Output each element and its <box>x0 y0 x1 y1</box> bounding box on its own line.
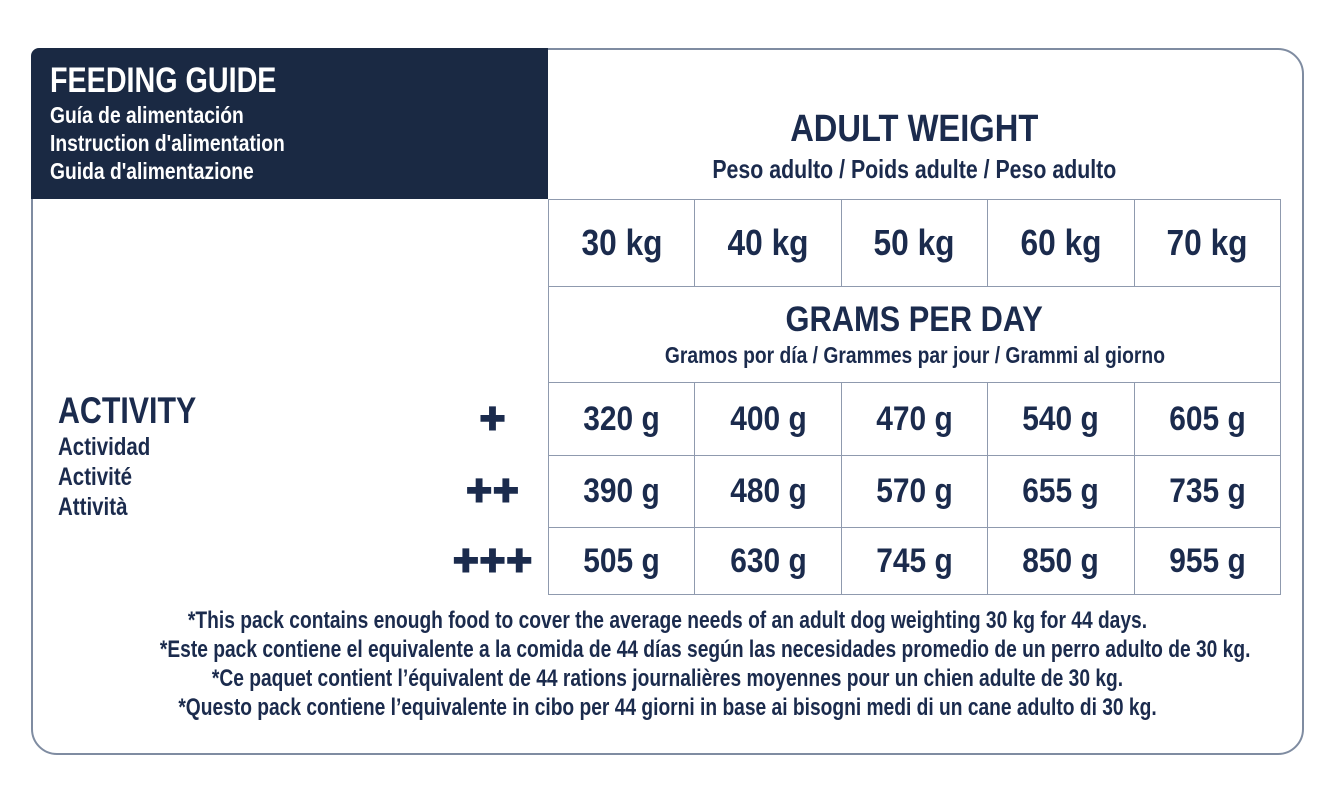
feeding-table: 30 kg 40 kg 50 kg 60 kg 70 kg GRAMS PER … <box>548 199 1281 595</box>
feeding-guide-card: FEEDING GUIDE Guía de alimentación Instr… <box>31 48 1304 755</box>
value: 850 g <box>1022 541 1100 580</box>
feeding-guide-subtitle-fr: Instruction d'alimentation <box>50 130 285 156</box>
grams-value-cell: 505 g <box>549 528 694 594</box>
activity-level-low: + <box>479 393 507 444</box>
value: 400 g <box>729 399 807 438</box>
value: 735 g <box>1169 472 1246 510</box>
grams-value-cell: 470 g <box>840 383 987 455</box>
value: 630 g <box>729 541 807 580</box>
adult-weight-header: ADULT WEIGHT Peso adulto / Poids adulte … <box>548 50 1281 199</box>
activity-header: ACTIVITY Actividad Activité Attività <box>58 390 227 522</box>
weight-header-cell: 30 kg <box>549 200 694 286</box>
feeding-guide-subtitle-es: Guía de alimentación <box>50 102 244 128</box>
weight-header-cell: 70 kg <box>1133 200 1280 286</box>
activity-subtitle-it: Attività <box>58 493 128 521</box>
value: 390 g <box>583 472 660 510</box>
footnote-fr: *Ce paquet contient l’équivalent de 44 r… <box>211 665 1124 692</box>
weight-50kg: 50 kg <box>874 222 956 263</box>
grams-value-cell: 480 g <box>694 456 840 527</box>
value: 745 g <box>876 541 953 580</box>
feeding-guide-title: FEEDING GUIDE <box>50 61 277 100</box>
weight-header-row: 30 kg 40 kg 50 kg 60 kg 70 kg <box>548 199 1281 286</box>
activity-subtitle-es: Actividad <box>58 433 151 461</box>
grams-value-cell: 400 g <box>694 383 840 455</box>
value: 605 g <box>1169 399 1246 438</box>
value: 955 g <box>1169 541 1246 580</box>
weight-header-cell: 60 kg <box>987 200 1133 286</box>
value: 540 g <box>1022 399 1100 438</box>
grams-value-cell: 570 g <box>840 456 987 527</box>
grams-per-day-header: GRAMS PER DAY Gramos por día / Grammes p… <box>548 286 1281 382</box>
activity-level-medium: ++ <box>465 465 520 516</box>
table-row-activity-1: 320 g 400 g 470 g 540 g 605 g <box>548 382 1281 455</box>
grams-value-cell: 540 g <box>987 383 1133 455</box>
activity-level-high: +++ <box>452 535 534 586</box>
activity-title: ACTIVITY <box>58 390 197 431</box>
grams-value-cell: 850 g <box>987 528 1133 594</box>
footnotes: *This pack contains enough food to cover… <box>159 606 1251 722</box>
grams-value-cell: 630 g <box>694 528 840 594</box>
weight-header-cell: 40 kg <box>694 200 840 286</box>
grams-value-cell: 390 g <box>549 456 694 527</box>
grams-value-cell: 320 g <box>549 383 694 455</box>
adult-weight-title: ADULT WEIGHT <box>790 108 1039 150</box>
value: 470 g <box>876 399 953 438</box>
value: 480 g <box>729 472 807 510</box>
grams-per-day-subtitle: Gramos por día / Grammes par jour / Gram… <box>664 342 1165 368</box>
value: 655 g <box>1022 472 1100 510</box>
feeding-guide-header: FEEDING GUIDE Guía de alimentación Instr… <box>31 48 548 199</box>
activity-levels: + ++ +++ <box>418 382 568 595</box>
value: 320 g <box>583 399 660 438</box>
table-row-activity-3: 505 g 630 g 745 g 850 g 955 g <box>548 527 1281 595</box>
grams-value-cell: 605 g <box>1133 383 1280 455</box>
value: 570 g <box>876 472 953 510</box>
grams-per-day-title: GRAMS PER DAY <box>785 300 1044 339</box>
footnote-it: *Questo pack contiene l’equivalente in c… <box>178 694 1157 721</box>
feeding-guide-subtitle-it: Guida d'alimentazione <box>50 158 254 184</box>
grams-value-cell: 655 g <box>987 456 1133 527</box>
weight-70kg: 70 kg <box>1166 222 1248 263</box>
weight-30kg: 30 kg <box>581 222 663 263</box>
grams-value-cell: 955 g <box>1133 528 1280 594</box>
weight-40kg: 40 kg <box>727 222 809 263</box>
grams-value-cell: 735 g <box>1133 456 1280 527</box>
weight-header-cell: 50 kg <box>840 200 987 286</box>
grams-value-cell: 745 g <box>840 528 987 594</box>
footnote-en: *This pack contains enough food to cover… <box>187 607 1148 634</box>
footnote-es: *Este pack contiene el equivalente a la … <box>159 636 1251 663</box>
value: 505 g <box>583 541 660 580</box>
activity-subtitle-fr: Activité <box>58 463 133 491</box>
adult-weight-subtitle: Peso adulto / Poids adulte / Peso adulto <box>712 154 1117 184</box>
weight-60kg: 60 kg <box>1020 222 1102 263</box>
table-row-activity-2: 390 g 480 g 570 g 655 g 735 g <box>548 455 1281 527</box>
